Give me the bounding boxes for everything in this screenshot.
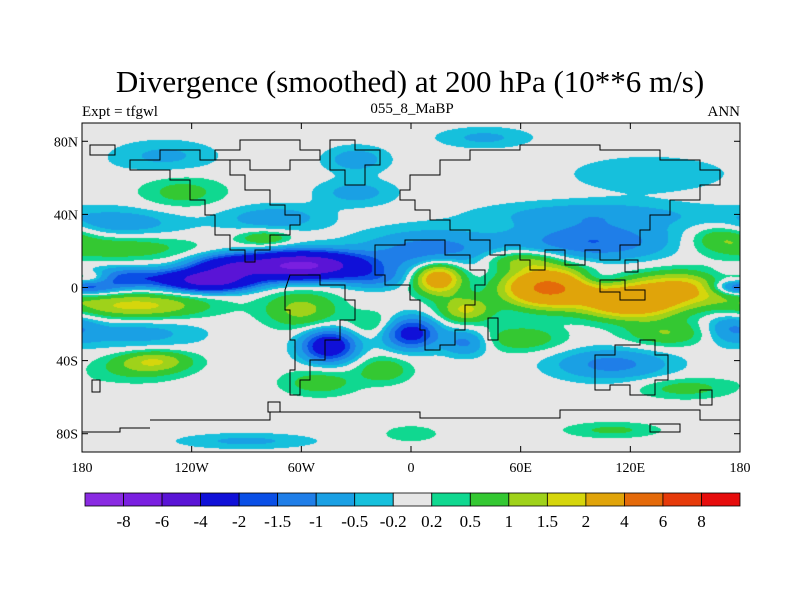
subtitle-center: 055_8_MaBP xyxy=(370,101,453,117)
x-tick-label: 180 xyxy=(730,461,751,476)
colorbar-label: -0.2 xyxy=(380,512,407,531)
colorbar-swatch xyxy=(546,492,587,507)
colorbar-swatch xyxy=(662,492,702,507)
y-tick-label: 80N xyxy=(54,135,78,150)
x-tick-label: 60W xyxy=(288,461,316,476)
coastline-segment xyxy=(89,144,116,156)
x-tick-label: 60E xyxy=(509,461,532,476)
x-tick-label: 0 xyxy=(408,461,415,476)
colorbar-swatch xyxy=(123,492,163,507)
colorbar-label: -1 xyxy=(309,512,323,531)
subtitle-left: Expt = tfgwl xyxy=(82,104,158,120)
colorbar-label: 2 xyxy=(582,512,591,531)
colorbar-label: 6 xyxy=(659,512,668,531)
y-tick-label: 40N xyxy=(54,208,78,223)
colorbar-label: 8 xyxy=(697,512,706,531)
coastline-segment xyxy=(487,317,499,341)
colorbar-swatch xyxy=(469,492,510,507)
coastline-segment xyxy=(214,139,321,171)
coastline-segment xyxy=(594,339,669,396)
subtitle-right: ANN xyxy=(708,104,741,120)
y-tick-label: 40S xyxy=(56,355,78,370)
colorbar-swatch xyxy=(624,492,664,507)
colorbar-label: -4 xyxy=(194,512,209,531)
coastline-segment xyxy=(129,149,301,263)
colorbar-label: 1 xyxy=(505,512,514,531)
colorbar-label: -0.5 xyxy=(341,512,368,531)
colorbar-label: -1.5 xyxy=(264,512,291,531)
x-tick-label: 120E xyxy=(616,461,646,476)
colorbar-swatch xyxy=(585,492,625,507)
coastline-segment xyxy=(284,274,356,396)
coastline-segment xyxy=(649,423,681,433)
coastline-segment xyxy=(699,389,713,406)
colorbar-swatch xyxy=(84,492,124,507)
coastline-segment xyxy=(624,259,639,273)
coastline-segment xyxy=(374,239,486,351)
colorbar-label: -8 xyxy=(116,512,130,531)
coastline-segment xyxy=(599,279,646,301)
colorbar-swatch xyxy=(161,492,201,507)
x-tick-label: 180 xyxy=(72,461,93,476)
colorbar-label: 0.2 xyxy=(421,512,442,531)
coastline-segment xyxy=(82,427,150,433)
colorbar-swatch xyxy=(238,492,279,507)
x-tick-label: 120W xyxy=(175,461,210,476)
coastline-segment xyxy=(329,139,381,186)
coastline-segment xyxy=(399,144,721,271)
plot-area: 180 120W 60W 0 60E 120E 180 80N 40N 0 40S 80S xyxy=(54,122,751,476)
colorbar-label: 4 xyxy=(620,512,629,531)
colorbar: -8 -6 -4 -2 -1.5 -1 -0.5 -0.2 0.2 0.5 1 1.5 2 4 6 8 xyxy=(84,492,741,531)
colorbar-label: 0.5 xyxy=(460,512,481,531)
colorbar-swatch xyxy=(701,492,741,507)
axis-ticks: 180 120W 60W 0 60E 120E 180 80N 40N 0 40S 80S xyxy=(54,123,751,476)
colorbar-swatch xyxy=(200,492,240,507)
coastlines xyxy=(82,139,740,433)
colorbar-swatch xyxy=(354,492,394,507)
colorbar-label: -2 xyxy=(232,512,246,531)
colorbar-swatch xyxy=(277,492,317,507)
coastline-segment xyxy=(267,401,281,413)
colorbar-label: 1.5 xyxy=(537,512,558,531)
y-tick-label: 0 xyxy=(71,282,78,297)
colorbar-swatch xyxy=(508,492,548,507)
divergence-field-image xyxy=(82,123,740,452)
colorbar-label: -6 xyxy=(155,512,169,531)
colorbar-swatch xyxy=(315,492,356,507)
y-tick-label: 80S xyxy=(56,428,78,443)
chart-title: Divergence (smoothed) at 200 hPa (10**6 … xyxy=(116,64,704,99)
coastline-segment xyxy=(150,409,740,421)
colorbar-swatch xyxy=(392,492,433,507)
colorbar-swatch xyxy=(431,492,471,507)
coastline-segment xyxy=(91,379,101,393)
